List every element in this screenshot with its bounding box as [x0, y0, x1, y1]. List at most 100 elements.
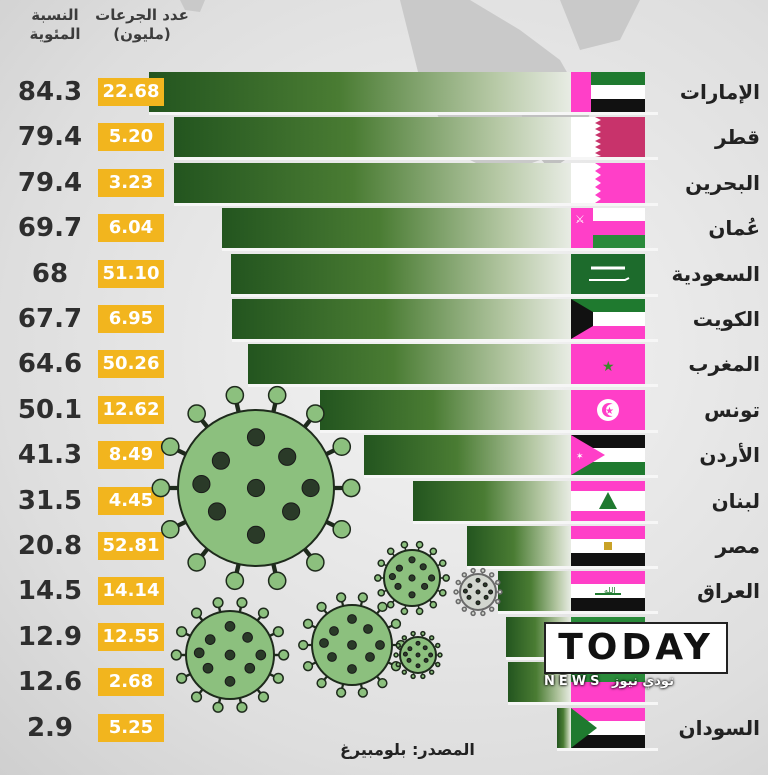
chart-bar [248, 344, 571, 384]
bar-underline [413, 521, 658, 524]
bar-underline [320, 430, 658, 433]
jordan-flag: ✶ [571, 435, 645, 475]
percentage-label: 68 [31, 259, 69, 289]
today-news-logo: TODAY NEWS تودي نيوز [544, 622, 728, 694]
country-label: تونس [704, 398, 760, 422]
country-label: قطر [714, 125, 760, 149]
percentage-label: 12.6 [17, 667, 83, 697]
chart-row: 84.3 22.68 الإمارات [0, 72, 768, 115]
sudan-flag [571, 708, 645, 748]
morocco-flag: ★ [571, 344, 645, 384]
dose-badge: 5.25 [98, 714, 164, 742]
saudi-flag [571, 254, 645, 294]
bar-underline [248, 384, 658, 387]
chart-bar [320, 390, 571, 430]
dose-badge: 6.95 [98, 305, 164, 333]
dose-badge: 2.68 [98, 668, 164, 696]
iraq-flag: الله [571, 571, 645, 611]
dose-badge: 5.20 [98, 123, 164, 151]
percentage-header: النسبة المئوية [29, 6, 81, 43]
chart-row: 41.3 8.49 ✶ الأردن [0, 435, 768, 478]
dose-badge: 8.49 [98, 441, 164, 469]
kuwait-flag [571, 299, 645, 339]
chart-row: 79.4 3.23 البحرين [0, 163, 768, 206]
source-note: المصدر: بلومبيرغ [340, 740, 475, 759]
country-label: العراق [697, 579, 760, 603]
country-label: المغرب [688, 352, 760, 376]
percentage-label: 12.9 [17, 622, 83, 652]
dose-badge: 3.23 [98, 169, 164, 197]
chart-row: 64.6 50.26 ★ المغرب [0, 344, 768, 387]
oman-flag: ⚔ [571, 208, 645, 248]
dose-badge: 52.81 [98, 532, 164, 560]
country-label: مصر [715, 534, 760, 558]
percentage-label: 14.5 [17, 576, 83, 606]
percentage-label: 79.4 [17, 122, 83, 152]
dose-badge: 14.14 [98, 577, 164, 605]
percentage-label: 31.5 [17, 486, 83, 516]
bar-underline [232, 339, 658, 342]
chart-row: 20.8 52.81 مصر [0, 526, 768, 569]
dose-badge: 22.68 [98, 78, 164, 106]
chart-row: 68 51.10 السعودية [0, 254, 768, 297]
tunisia-flag: ★ [571, 390, 645, 430]
bar-underline [174, 157, 658, 160]
country-label: السودان [678, 716, 760, 740]
country-label: البحرين [685, 171, 760, 195]
percentage-label: 50.1 [17, 395, 83, 425]
bar-underline [508, 702, 658, 705]
percentage-label: 2.9 [26, 713, 74, 743]
chart-row: 79.4 5.20 قطر [0, 117, 768, 160]
country-label: عُمان [708, 216, 760, 240]
logo-wordmark: TODAY [544, 622, 728, 674]
dose-badge: 12.62 [98, 396, 164, 424]
percentage-label: 20.8 [17, 531, 83, 561]
svg-text:★: ★ [605, 406, 614, 417]
dose-badge: 50.26 [98, 350, 164, 378]
percentage-label: 69.7 [17, 213, 83, 243]
chart-row: 67.7 6.95 الكويت [0, 299, 768, 342]
svg-text:★: ★ [602, 359, 615, 375]
doses-header-label: عدد الجرعات [95, 6, 189, 24]
chart-row: 69.7 6.04 ⚔ عُمان [0, 208, 768, 251]
chart-row: 31.5 4.45 لبنان [0, 481, 768, 524]
chart-bar [232, 299, 571, 339]
percentage-label: 67.7 [17, 304, 83, 334]
chart-bar [413, 481, 571, 521]
chart-row: 50.1 12.62 ★ تونس [0, 390, 768, 433]
country-label: الكويت [692, 307, 760, 331]
bar-underline [174, 203, 658, 206]
bar-underline [231, 294, 658, 297]
bar-underline [557, 748, 658, 751]
chart-bar [174, 117, 571, 157]
country-label: الأردن [699, 443, 760, 467]
percentage-label: 84.3 [17, 77, 83, 107]
dose-badge: 6.04 [98, 214, 164, 242]
lebanon-flag [571, 481, 645, 521]
logo-subtitle: NEWS تودي نيوز [544, 674, 674, 689]
percentage-label: 41.3 [17, 440, 83, 470]
bar-underline [222, 248, 658, 251]
chart-bar [364, 435, 571, 475]
chart-bar [222, 208, 571, 248]
chart-bar [557, 708, 571, 748]
uae-flag [571, 72, 645, 112]
dose-badge: 51.10 [98, 260, 164, 288]
chart-row: 14.5 14.14 الله العراق [0, 571, 768, 614]
chart-bar [149, 72, 571, 112]
bar-underline [467, 566, 658, 569]
bar-underline [364, 475, 658, 478]
dose-badge: 4.45 [98, 487, 164, 515]
bar-underline [498, 611, 658, 614]
qatar-flag [571, 117, 645, 157]
country-label: السعودية [671, 262, 760, 286]
doses-header: عدد الجرعات (مليون) [92, 6, 192, 44]
svg-text:⚔: ⚔ [575, 213, 585, 226]
svg-text:الله: الله [604, 586, 616, 595]
bahrain-flag [571, 163, 645, 203]
dose-badge: 12.55 [98, 623, 164, 651]
chart-bar [498, 571, 571, 611]
country-label: الإمارات [679, 80, 760, 104]
svg-text:✶: ✶ [576, 452, 584, 462]
